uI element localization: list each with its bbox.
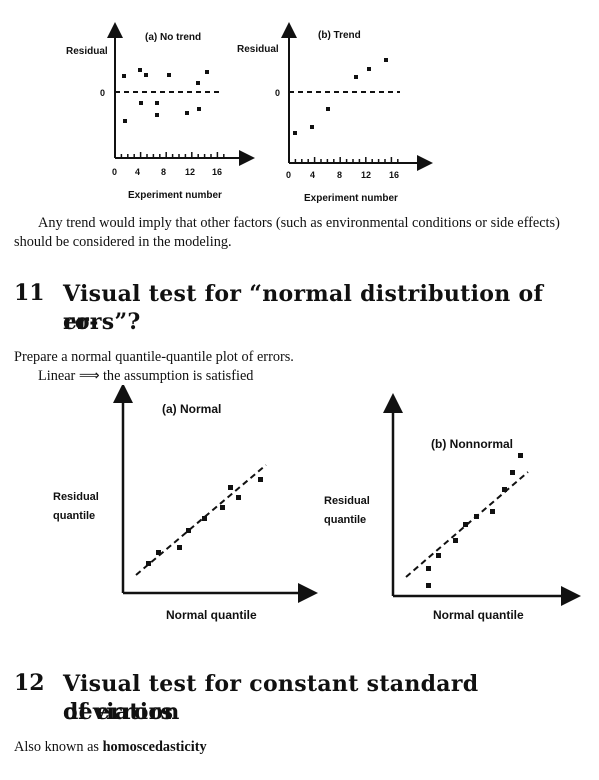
x-ticks (288, 157, 399, 163)
data-point (463, 522, 468, 527)
y-axis-label: Residual (237, 44, 279, 55)
data-point (167, 73, 171, 77)
tick-label-16: 16 (389, 170, 399, 180)
tick-label-0: 0 (112, 167, 117, 177)
y-axis-label-line2: quantile (53, 510, 95, 522)
trend-panel: (b) Trend Residual 0 0 4 8 12 16 Experim… (237, 22, 433, 204)
tick-label-12: 12 (185, 167, 195, 177)
section-12-title-line1: Visual test for constant standard deviat… (63, 671, 479, 725)
data-point (384, 58, 388, 62)
data-point (228, 485, 233, 490)
panel-title: (a) Normal (162, 402, 221, 416)
tick-label-4: 4 (135, 167, 140, 177)
reference-line (135, 464, 267, 576)
y-axis-label-line2: quantile (324, 514, 366, 526)
data-point (453, 538, 458, 543)
quantile-points (426, 453, 523, 588)
residual-vs-experiment-figure: (a) No trend Residual 0 0 4 8 12 16 Expe… (66, 22, 433, 204)
zero-label: 0 (100, 88, 105, 98)
data-point (146, 561, 151, 566)
tick-label-4: 4 (310, 170, 315, 180)
data-point (186, 528, 191, 533)
data-point (197, 107, 201, 111)
data-point (185, 111, 189, 115)
panel-title: (b) Nonnormal (431, 437, 513, 451)
data-point (155, 113, 159, 117)
data-point (139, 101, 143, 105)
data-point (220, 505, 225, 510)
y-axis-label-line1: Residual (53, 491, 99, 503)
data-point (326, 107, 330, 111)
x-ticks (114, 152, 225, 158)
data-point (156, 550, 161, 555)
x-axis-label: Normal quantile (166, 608, 257, 622)
data-point (426, 583, 431, 588)
data-point (436, 553, 441, 558)
data-point (196, 81, 200, 85)
x-axis-label: Normal quantile (433, 608, 524, 622)
data-point (490, 509, 495, 514)
data-point (426, 566, 431, 571)
y-axis-label: Residual (66, 46, 108, 57)
section-12-number: 12 (14, 670, 45, 696)
data-point (144, 73, 148, 77)
data-point (258, 477, 263, 482)
data-point (354, 75, 358, 79)
data-point (518, 453, 523, 458)
homoscedasticity-prefix: Also known as (14, 739, 103, 755)
data-point (155, 101, 159, 105)
y-axis-label-line1: Residual (324, 495, 370, 507)
qq-linear-note: Linear ⟹ the assumption is satisfied (38, 368, 254, 384)
panel-title: (a) No trend (145, 32, 201, 43)
panel-title: (b) Trend (318, 30, 361, 41)
data-point (474, 514, 479, 519)
normal-qq-panel: (a) Normal Residual quantile Normal quan… (53, 385, 318, 622)
homoscedasticity-note: Also known as homoscedasticity (14, 738, 207, 757)
data-point (510, 470, 515, 475)
data-point (502, 487, 507, 492)
section-11-number: 11 (14, 280, 45, 306)
data-point (138, 68, 142, 72)
data-point (177, 545, 182, 550)
x-axis-label: Experiment number (128, 190, 222, 201)
tick-label-12: 12 (361, 170, 371, 180)
tick-label-0: 0 (286, 170, 291, 180)
residual-points (293, 58, 388, 135)
qq-instruction: Prepare a normal quantile-quantile plot … (14, 349, 294, 365)
data-point (205, 70, 209, 74)
homoscedasticity-term: homoscedasticity (102, 739, 207, 755)
data-point (122, 74, 126, 78)
data-point (236, 495, 241, 500)
section-11-title-line2: rors”? (63, 309, 141, 335)
data-point (123, 119, 127, 123)
qq-plot-figure: (a) Normal Residual quantile Normal quan… (53, 385, 581, 622)
zero-label: 0 (275, 88, 280, 98)
nonnormal-qq-panel: (b) Nonnormal Residual quantile Normal q… (324, 393, 581, 622)
trend-explanation: Any trend would imply that other factors… (14, 215, 560, 250)
section-11-title-line1: Visual test for “normal distribution of … (63, 281, 544, 335)
x-axis-label: Experiment number (304, 193, 398, 204)
data-point (367, 67, 371, 71)
tick-label-16: 16 (212, 167, 222, 177)
data-point (310, 125, 314, 129)
no-trend-panel: (a) No trend Residual 0 0 4 8 12 16 Expe… (66, 22, 255, 201)
section-12-title-line2: of errors (63, 699, 174, 725)
data-point (293, 131, 297, 135)
quantile-points (146, 477, 263, 566)
residual-points (122, 68, 209, 123)
tick-label-8: 8 (337, 170, 342, 180)
tick-label-8: 8 (161, 167, 166, 177)
data-point (202, 516, 207, 521)
